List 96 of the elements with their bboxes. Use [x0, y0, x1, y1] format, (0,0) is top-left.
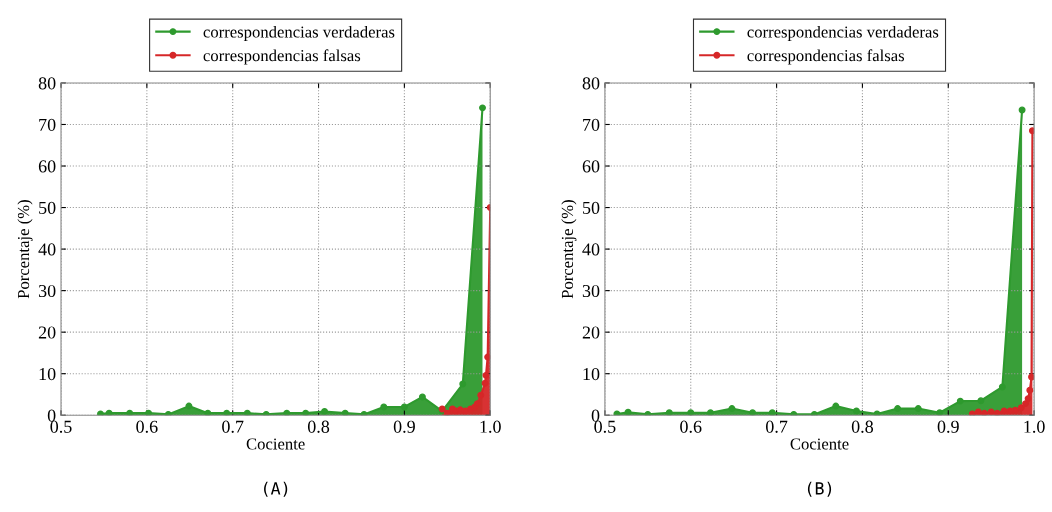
point [613, 410, 621, 416]
x-tick-label: 0.6 [136, 420, 158, 433]
point [243, 409, 251, 416]
legend-label: correspondencias verdaderas [747, 25, 939, 41]
point [936, 409, 944, 416]
point [707, 409, 714, 416]
legend-label: correspondencias verdaderas [203, 25, 395, 41]
point [987, 408, 995, 416]
point [204, 409, 212, 416]
y-tick-label: 50 [39, 201, 56, 214]
point [998, 383, 1006, 391]
point [484, 353, 491, 361]
point [810, 410, 818, 416]
y-axis-title: Porcentaje (%) [561, 200, 577, 299]
y-tick-label: 30 [38, 284, 56, 298]
point [980, 409, 988, 416]
text: (B) [807, 481, 832, 497]
point [126, 409, 134, 416]
point [459, 380, 467, 388]
point [1024, 395, 1032, 403]
y-axis-title: Porcentaje (%) [17, 200, 33, 299]
point [749, 409, 757, 416]
x-tick-label: 0.6 [680, 420, 702, 433]
point [790, 410, 798, 416]
y-tick-label: 10 [39, 367, 56, 381]
y-tick-label: 70 [583, 118, 600, 131]
y-tick-label: 20 [582, 326, 600, 339]
x-axis-title: Cociente [790, 438, 849, 450]
point [481, 379, 489, 387]
y-tick-label: 0 [47, 409, 56, 422]
x-tick-label: 0.7 [222, 420, 244, 433]
y-tick-label: 40 [38, 243, 56, 256]
point [624, 408, 632, 416]
x-tick-label: 0.8 [851, 420, 874, 433]
y-tick-label: 80 [582, 77, 600, 90]
point [443, 409, 451, 416]
x-tick-label: 1.0 [1024, 420, 1045, 433]
point [974, 408, 982, 416]
x-tick-label: 0.9 [393, 420, 415, 433]
point [1022, 400, 1030, 408]
text: (A) [264, 481, 288, 497]
point [105, 409, 113, 416]
point [360, 410, 368, 416]
point [341, 409, 349, 416]
x-tick-label: 0.9 [937, 420, 959, 433]
point [956, 397, 964, 405]
point [993, 409, 1001, 416]
point [968, 410, 976, 416]
point [894, 405, 902, 413]
point [380, 403, 388, 411]
point [479, 104, 486, 112]
point [1011, 406, 1019, 414]
point [852, 407, 860, 415]
x-tick-label: 0.5 [50, 420, 72, 433]
point [977, 397, 985, 405]
x-tick-label: 0.5 [594, 420, 616, 433]
point [728, 405, 736, 413]
point [262, 410, 270, 416]
point [283, 409, 291, 416]
point [418, 393, 426, 401]
x-tick-label: 0.7 [765, 420, 788, 433]
point [482, 371, 490, 379]
point [1000, 407, 1008, 415]
legend-label: correspondencias falsas [203, 49, 361, 65]
y-tick-label: 60 [38, 160, 56, 173]
point [665, 409, 673, 416]
y-tick-label: 80 [38, 77, 56, 90]
point [321, 408, 329, 415]
point [302, 409, 310, 416]
x-tick-label: 1.0 [480, 420, 501, 433]
y-tick-label: 10 [583, 367, 600, 381]
x-axis-title: Cociente [246, 438, 305, 450]
y-tick-label: 30 [582, 284, 600, 298]
point [832, 402, 840, 410]
point [1028, 373, 1035, 381]
point [145, 409, 153, 416]
legend-label: correspondencias falsas [747, 49, 905, 65]
point [400, 403, 408, 411]
point [477, 391, 485, 399]
y-tick-label: 60 [582, 160, 600, 173]
y-tick-label: 40 [582, 243, 600, 256]
point [768, 409, 776, 416]
point [164, 410, 172, 416]
point [914, 405, 922, 413]
point [223, 409, 231, 416]
y-tick-label: 50 [583, 201, 600, 214]
point [1017, 404, 1025, 412]
point [185, 402, 193, 410]
y-tick-label: 0 [591, 409, 600, 422]
y-tick-label: 70 [39, 118, 56, 131]
point [97, 410, 104, 416]
y-tick-label: 20 [38, 326, 56, 339]
point [644, 410, 652, 416]
point [1018, 106, 1026, 114]
point [1026, 386, 1034, 394]
x-tick-label: 0.8 [307, 420, 330, 433]
